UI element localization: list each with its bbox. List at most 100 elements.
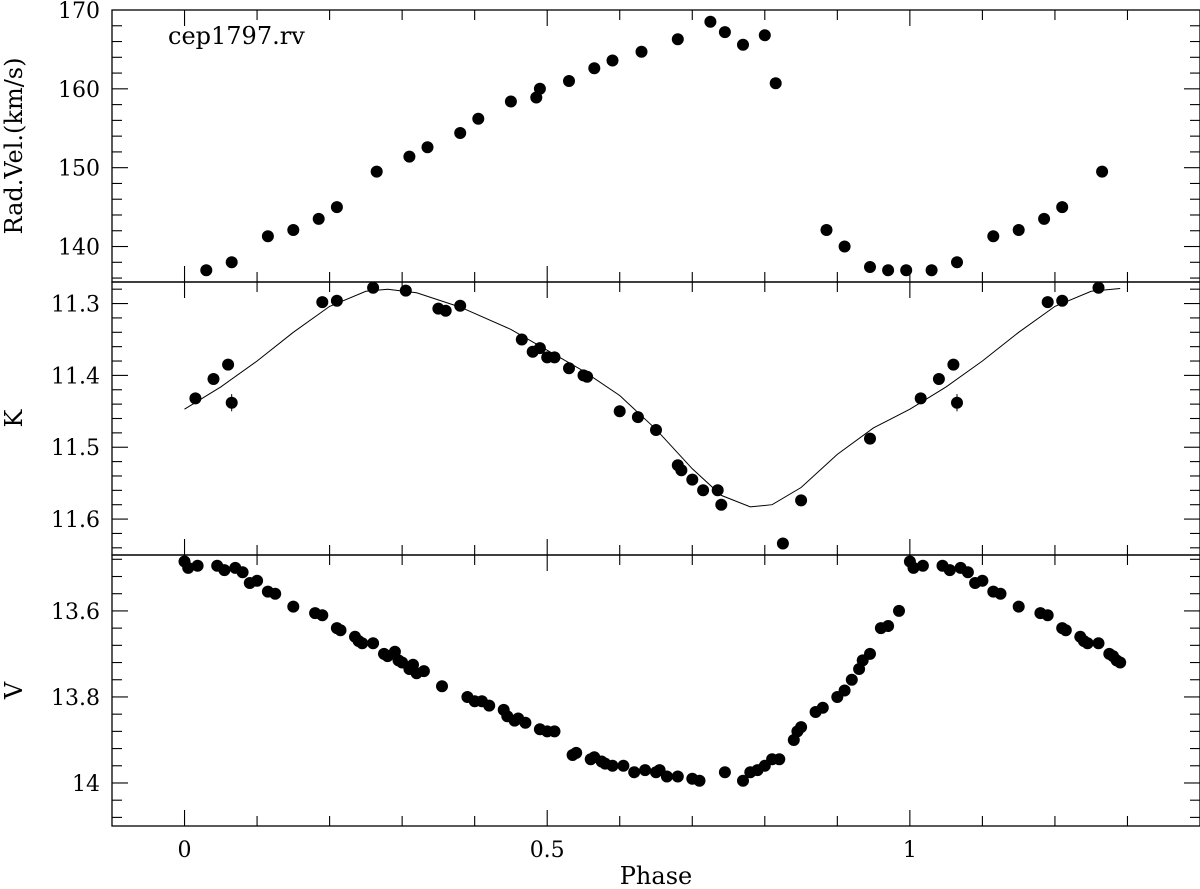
k-data-point xyxy=(697,484,710,497)
k-data-point xyxy=(563,362,575,375)
k-data-point xyxy=(947,358,960,371)
rv-y-tick-label: 170 xyxy=(58,0,100,24)
k-data-point xyxy=(222,358,235,371)
rv-data-point xyxy=(838,240,851,253)
k-data-point xyxy=(225,396,238,409)
v-data-point xyxy=(916,559,929,572)
v-data-point xyxy=(1059,624,1072,637)
rv-data-point xyxy=(718,26,731,39)
k-data-point xyxy=(316,296,329,309)
k-data-point xyxy=(932,373,945,385)
rv-y-tick-label: 140 xyxy=(58,236,100,261)
rv-data-point xyxy=(951,256,963,269)
v-data-point xyxy=(882,620,895,632)
k-data-point xyxy=(864,432,876,445)
rv-data-point xyxy=(1038,212,1051,225)
v-data-point xyxy=(795,721,808,734)
k-data-point xyxy=(533,342,546,355)
rv-data-point xyxy=(261,230,274,243)
rv-annotation: cep1797.rv xyxy=(168,22,305,50)
rv-data-point xyxy=(287,224,300,236)
v-data-point xyxy=(961,566,974,579)
rv-data-point xyxy=(472,112,485,125)
v-data-point xyxy=(417,665,430,678)
rv-data-point xyxy=(820,224,833,236)
rv-data-point xyxy=(882,264,895,277)
rv-data-point xyxy=(200,264,213,277)
v-data-point xyxy=(693,774,706,787)
v-data-point xyxy=(356,637,369,650)
v-data-point xyxy=(1092,637,1105,650)
rv-data-point xyxy=(533,82,546,95)
v-data-point xyxy=(816,701,829,714)
v-data-point xyxy=(548,725,561,738)
rv-data-point xyxy=(987,230,1000,243)
v-data-point xyxy=(994,587,1007,600)
v-data-point xyxy=(1114,656,1127,669)
k-model-curve xyxy=(184,288,1121,508)
k-data-point xyxy=(914,392,927,405)
k-data-point xyxy=(776,537,789,550)
rv-data-point xyxy=(421,141,434,154)
rv-data-point xyxy=(563,75,575,87)
k-data-point xyxy=(548,351,561,364)
k-data-point xyxy=(650,424,662,436)
rv-data-point xyxy=(606,54,619,67)
v-data-point xyxy=(838,684,851,697)
v-data-point xyxy=(907,561,920,574)
v-data-point xyxy=(287,600,300,613)
k-data-point xyxy=(1092,281,1105,294)
k-data-point xyxy=(715,498,728,511)
v-data-point xyxy=(943,564,956,577)
v-y-tick-label: 14 xyxy=(72,772,100,797)
rv-data-point xyxy=(370,165,383,178)
v-frame xyxy=(111,554,1200,827)
k-y-tick-label: 11.6 xyxy=(51,508,100,533)
v-data-point xyxy=(182,561,195,574)
k-data-point xyxy=(581,370,594,383)
rv-data-point xyxy=(312,212,325,225)
rv-data-point xyxy=(1096,165,1109,178)
v-data-point xyxy=(976,574,989,587)
v-data-point xyxy=(367,637,380,650)
v-data-point xyxy=(606,759,619,772)
k-data-point xyxy=(515,333,528,346)
v-data-point xyxy=(628,766,641,779)
v-data-point xyxy=(639,764,652,777)
v-data-point xyxy=(269,587,282,600)
v-data-point xyxy=(519,716,532,729)
x-tick-label: 1 xyxy=(903,838,917,863)
k-data-point xyxy=(439,304,452,317)
rv-frame xyxy=(111,9,1200,283)
rv-y-tick-label: 160 xyxy=(58,78,100,103)
k-data-point xyxy=(675,464,688,477)
k-data-point xyxy=(207,373,220,385)
x-axis-title: Phase xyxy=(620,862,692,889)
radial-velocity-panel: 140 150 160 170 Rad.Vel.(km/s) cep1797.rv xyxy=(0,0,1200,283)
k-data-point xyxy=(613,405,626,418)
k-data-point xyxy=(951,396,963,409)
rv-data-point xyxy=(900,264,913,277)
v-data-point xyxy=(773,753,786,766)
rv-data-point xyxy=(635,45,648,58)
rv-data-point xyxy=(330,201,343,214)
rv-data-point xyxy=(504,95,517,108)
rv-y-tick-label: 150 xyxy=(58,157,100,182)
v-y-axis-title: V xyxy=(0,681,28,700)
rv-data-point xyxy=(737,38,749,51)
v-data-point xyxy=(864,647,876,660)
rv-data-point xyxy=(925,264,938,277)
k-y-axis-title: K xyxy=(0,408,28,427)
x-tick-label: 0 xyxy=(178,838,192,863)
v-data-point xyxy=(218,564,231,577)
k-data-point xyxy=(367,281,380,294)
rv-data-point xyxy=(225,256,238,269)
k-data-point xyxy=(1056,294,1069,307)
v-data-point xyxy=(671,770,684,783)
v-data-point xyxy=(617,759,630,772)
k-data-point xyxy=(1041,296,1054,309)
k-data-point xyxy=(686,473,699,486)
rv-data-point xyxy=(769,77,782,90)
rv-y-axis-title: Rad.Vel.(km/s) xyxy=(0,58,28,235)
v-data-point xyxy=(436,680,448,693)
